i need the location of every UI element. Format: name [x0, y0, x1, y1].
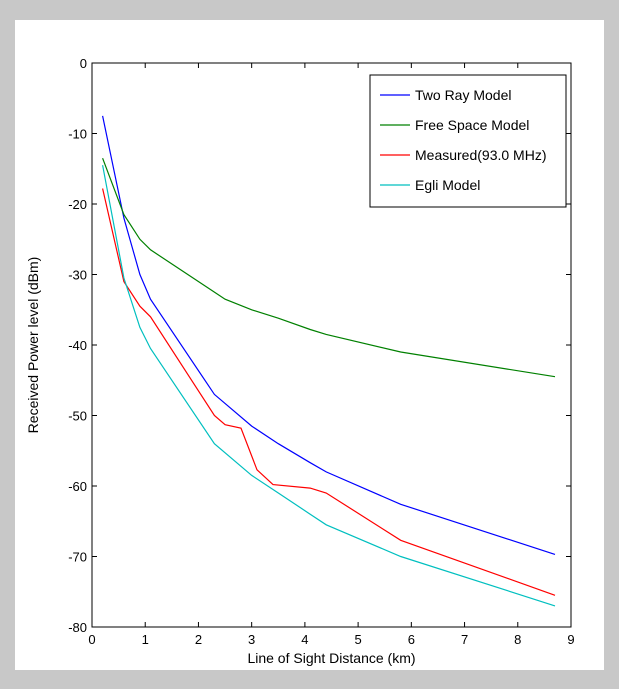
y-tick-label: 0 — [80, 56, 87, 71]
legend-label: Measured(93.0 MHz) — [415, 147, 547, 163]
y-tick-label: -80 — [68, 620, 87, 635]
y-tick-label: -60 — [68, 479, 87, 494]
y-tick-label: -40 — [68, 338, 87, 353]
x-tick-label: 0 — [88, 632, 95, 647]
x-tick-label: 8 — [514, 632, 521, 647]
y-tick-label: -70 — [68, 550, 87, 565]
y-tick-label: -50 — [68, 409, 87, 424]
legend-label: Egli Model — [415, 177, 480, 193]
legend-label: Free Space Model — [415, 117, 529, 133]
x-tick-label: 9 — [567, 632, 574, 647]
x-tick-label: 4 — [301, 632, 308, 647]
x-tick-label: 5 — [354, 632, 361, 647]
y-axis-label: Received Power level (dBm) — [25, 257, 41, 434]
series-line-free-space-model — [102, 157, 556, 378]
legend: Two Ray Model Free Space Model Measured(93… — [369, 74, 567, 208]
legend-label: Two Ray Model — [415, 87, 511, 103]
x-tick-label: 1 — [142, 632, 149, 647]
y-tick-label: -30 — [68, 268, 87, 283]
series-line-two-ray-model — [102, 115, 556, 555]
x-tick-label: 3 — [248, 632, 255, 647]
y-tick-label: -20 — [68, 197, 87, 212]
series-line-egli-model — [102, 165, 556, 607]
series-line-measured-93-0-mhz — [102, 188, 556, 596]
x-axis-label: Line of Sight Distance (km) — [247, 650, 415, 666]
plot-area: 0 1 2 3 4 5 6 7 8 9 0 -10 -20 -30 -40 -50 -60 -70 -80 Two R… — [68, 56, 574, 647]
x-tick-label: 2 — [195, 632, 202, 647]
x-tick-label: 6 — [408, 632, 415, 647]
y-tick-label: -10 — [68, 127, 87, 142]
x-tick-label: 7 — [461, 632, 468, 647]
